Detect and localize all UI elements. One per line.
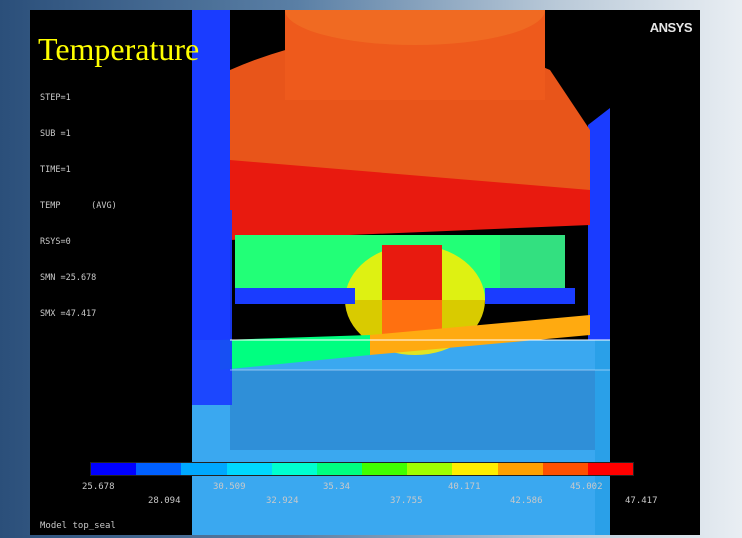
solution-info: STEP=1 SUB =1 TIME=1 TEMP (AVG) RSYS=0 S… — [40, 68, 117, 344]
legend-swatch — [407, 463, 453, 475]
legend-swatch — [542, 463, 588, 475]
legend-swatch — [497, 463, 543, 475]
plot-title: Temperature — [38, 31, 200, 67]
legend-swatch — [316, 463, 363, 475]
ansys-logo: ANSYS — [649, 20, 693, 35]
lower-body-shade — [230, 370, 610, 450]
legend-tick: 47.417 — [625, 496, 658, 506]
legend-tick: 32.924 — [266, 496, 299, 506]
info-line: STEP=1 — [40, 93, 71, 103]
legend-swatch — [587, 463, 634, 475]
legend-tick: 37.755 — [390, 496, 423, 506]
groove-left — [235, 288, 355, 304]
fea-model-render — [192, 10, 610, 535]
legend-tick: 40.171 — [448, 482, 481, 492]
legend-swatch — [136, 463, 182, 475]
outer-wall-right — [588, 108, 610, 405]
info-line: SMX =47.417 — [40, 309, 97, 319]
legend-tick: 25.678 — [82, 482, 115, 492]
stem-top — [285, 10, 545, 45]
legend-tick: 28.094 — [148, 496, 181, 506]
legend-swatch — [226, 463, 272, 475]
info-line: RSYS=0 — [40, 237, 71, 247]
info-line: TEMP (AVG) — [40, 201, 117, 211]
info-line: SUB =1 — [40, 129, 71, 139]
model-caption: Model top_seal — [40, 521, 116, 531]
lower-body-right — [595, 340, 610, 535]
legend-swatch — [91, 463, 137, 475]
orange-strip — [370, 315, 590, 355]
info-line: SMN =25.678 — [40, 273, 97, 283]
green-strip — [220, 335, 370, 370]
groove-right — [485, 288, 575, 304]
legend-swatch — [452, 463, 498, 475]
red-plate — [230, 160, 590, 240]
info-line: TIME=1 — [40, 165, 71, 175]
legend-swatch — [271, 463, 317, 475]
legend-tick: 42.586 — [510, 496, 543, 506]
left-frame — [192, 210, 232, 405]
legend-tick: 30.509 — [213, 482, 246, 492]
legend-tick: 35.34 — [323, 482, 351, 492]
legend-swatch — [362, 463, 408, 475]
color-legend — [90, 462, 634, 476]
legend-swatch — [181, 463, 227, 475]
legend-tick: 45.002 — [570, 482, 603, 492]
ansys-viewport: Temperature ANSYS STEP=1 SUB =1 TIME=1 T… — [30, 10, 700, 535]
